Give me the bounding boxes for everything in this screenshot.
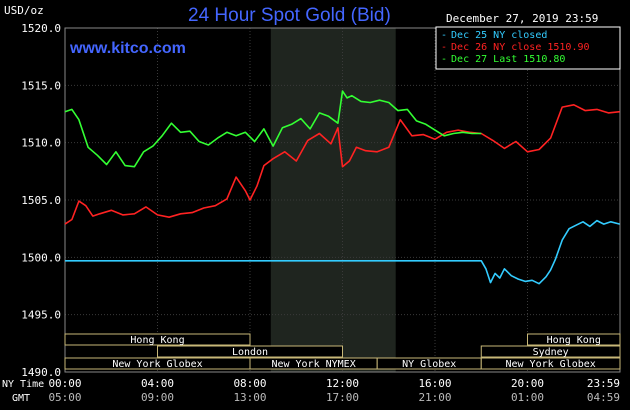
market-label: New York Globex <box>505 359 595 370</box>
x-tick-label-gmt: 17:00 <box>326 391 359 404</box>
units-label: USD/oz <box>4 4 44 17</box>
market-box <box>64 333 251 346</box>
x-tick-label-gmt: 01:00 <box>511 391 544 404</box>
x-tick-label-gmt: 05:00 <box>48 391 81 404</box>
y-tick-label: 1500.0 <box>21 251 61 264</box>
x-tick-label-ny: 16:00 <box>418 377 451 390</box>
site-link[interactable]: www.kitco.com <box>69 40 186 57</box>
legend-box <box>435 26 621 70</box>
x-tick-label-gmt: 21:00 <box>418 391 451 404</box>
market-box <box>157 345 343 358</box>
legend-dec25: - Dec 25 NY closed <box>441 30 547 41</box>
market-label: New York NYMEX <box>271 359 355 370</box>
legend-dec27: - Dec 27 Last 1510.80 <box>441 54 565 65</box>
x-tick-label-ny: 00:00 <box>48 377 81 390</box>
date-label: December 27, 2019 23:59 <box>446 12 598 25</box>
y-tick-label: 1520.0 <box>21 22 61 35</box>
market-label: Hong Kong <box>547 335 601 346</box>
x-tick-label-ny: 23:59 <box>587 377 620 390</box>
x-tick-label-ny: 04:00 <box>141 377 174 390</box>
y-tick-labels: 1490.0 1495.0 1500.0 1505.0 1510.0 1515.0 1520… <box>21 22 61 379</box>
legend-dec26: - Dec 26 NY close 1510.90 <box>441 42 590 53</box>
market-box <box>480 345 621 358</box>
market-box <box>480 357 621 370</box>
y-tick-label: 1515.0 <box>21 79 61 92</box>
nymex-session-shade <box>270 28 396 372</box>
gmt-label: GMT <box>12 393 30 404</box>
market-label: NY Globex <box>402 359 456 370</box>
chart-title: 24 Hour Spot Gold (Bid) <box>188 5 391 26</box>
price-series <box>64 90 620 285</box>
market-label: Sydney <box>533 347 569 358</box>
market-box <box>527 333 621 346</box>
y-tick-label: 1505.0 <box>21 194 61 207</box>
x-tick-label-gmt: 13:00 <box>233 391 266 404</box>
series-line-3 <box>64 90 482 168</box>
market-label: Hong Kong <box>130 335 184 346</box>
y-tick-label: 1510.0 <box>21 137 61 150</box>
y-tick-label: 1495.0 <box>21 309 61 322</box>
y-tick-label: 1490.0 <box>21 366 61 379</box>
ny-time-label: NY Time <box>2 379 44 390</box>
market-sessions: Hong Kong London New York Globex New York N… <box>64 333 621 370</box>
x-tick-label-gmt: 04:59 <box>587 391 620 404</box>
plot-border <box>64 27 621 373</box>
series-line-2 <box>64 104 620 225</box>
x-tick-label-ny: 12:00 <box>326 377 359 390</box>
series-line-1 <box>65 219 620 285</box>
x-tick-label-gmt: 09:00 <box>141 391 174 404</box>
legend: - Dec 25 NY closed - Dec 26 NY close 1510.… <box>435 26 621 70</box>
market-label: New York Globex <box>112 359 202 370</box>
x-tick-label-ny: 08:00 <box>233 377 266 390</box>
x-tick-label-ny: 20:00 <box>511 377 544 390</box>
market-label: London <box>232 347 268 358</box>
